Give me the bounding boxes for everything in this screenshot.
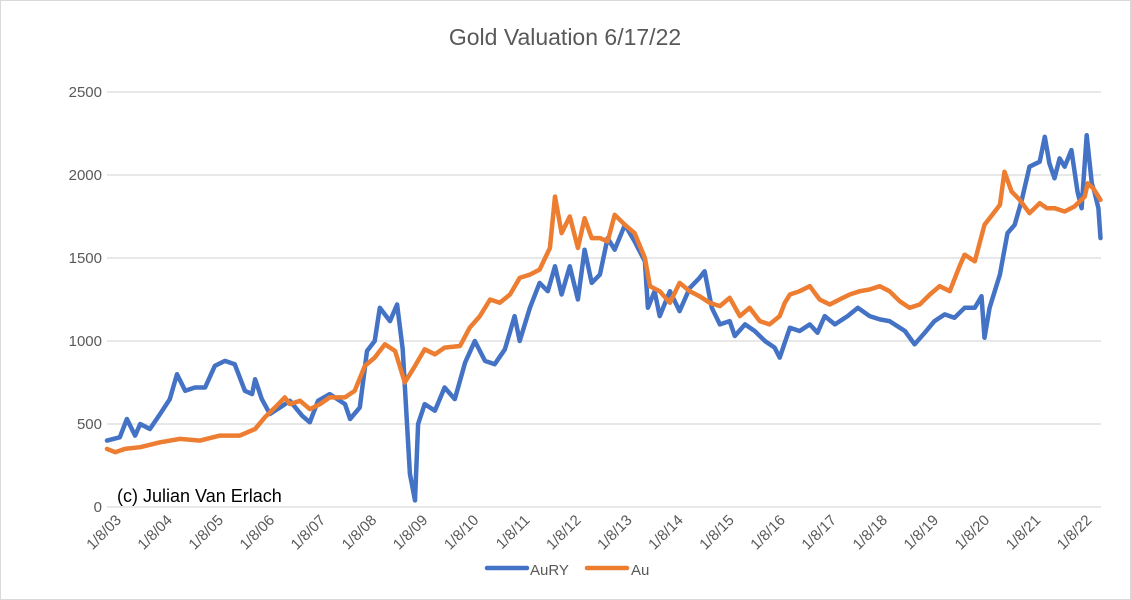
- y-tick-label: 2500: [69, 84, 102, 101]
- series-lines: [104, 132, 1103, 503]
- chart-title: Gold Valuation 6/17/22: [449, 24, 681, 50]
- series-line-au: [104, 169, 1103, 455]
- y-axis-ticks: 0 500 1000 1500 2000 2500: [69, 84, 102, 516]
- y-tick-label: 500: [77, 416, 102, 433]
- y-tick-label: 2000: [69, 167, 102, 184]
- y-tick-label: 1500: [69, 250, 102, 267]
- copyright-annotation: (c) Julian Van Erlach: [117, 486, 282, 506]
- legend: AuRY Au: [484, 562, 649, 579]
- legend-label-au: Au: [631, 562, 649, 579]
- y-tick-label: 1000: [69, 333, 102, 350]
- series-line-aury: [104, 132, 1103, 503]
- gridlines: [107, 91, 1101, 508]
- y-tick-label: 0: [94, 499, 102, 516]
- legend-label-aury: AuRY: [530, 562, 569, 579]
